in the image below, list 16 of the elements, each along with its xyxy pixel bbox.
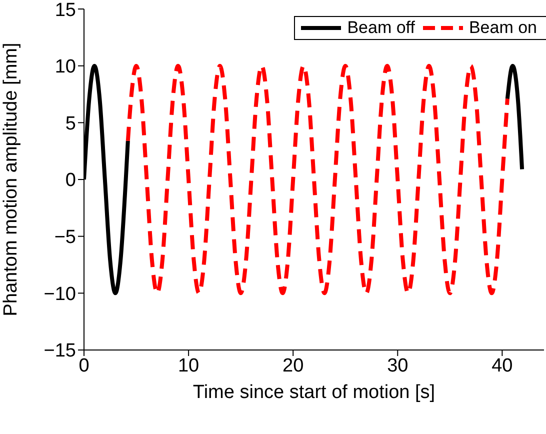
y-tick-label: −15 <box>44 340 76 362</box>
legend-label: Beam on <box>468 18 537 38</box>
x-axis-title: Time since start of motion [s] <box>192 382 436 403</box>
y-tick-label: −5 <box>54 227 76 248</box>
y-tick-label: 5 <box>65 113 76 134</box>
y-axis-title: Phantom motion amplitude [mm] <box>0 42 22 316</box>
x-tick-label: 0 <box>78 355 90 376</box>
x-tick-label: 20 <box>282 355 304 376</box>
y-tick-label: −10 <box>44 284 76 305</box>
y-tick-label: 15 <box>54 0 76 21</box>
x-tick-label: 30 <box>387 355 408 376</box>
y-tick-label: 10 <box>54 56 76 78</box>
x-tick-label: 40 <box>492 355 513 376</box>
legend-label: Beam off <box>347 18 415 38</box>
x-tick-label: 10 <box>178 355 200 376</box>
y-tick-label: 0 <box>65 170 76 192</box>
